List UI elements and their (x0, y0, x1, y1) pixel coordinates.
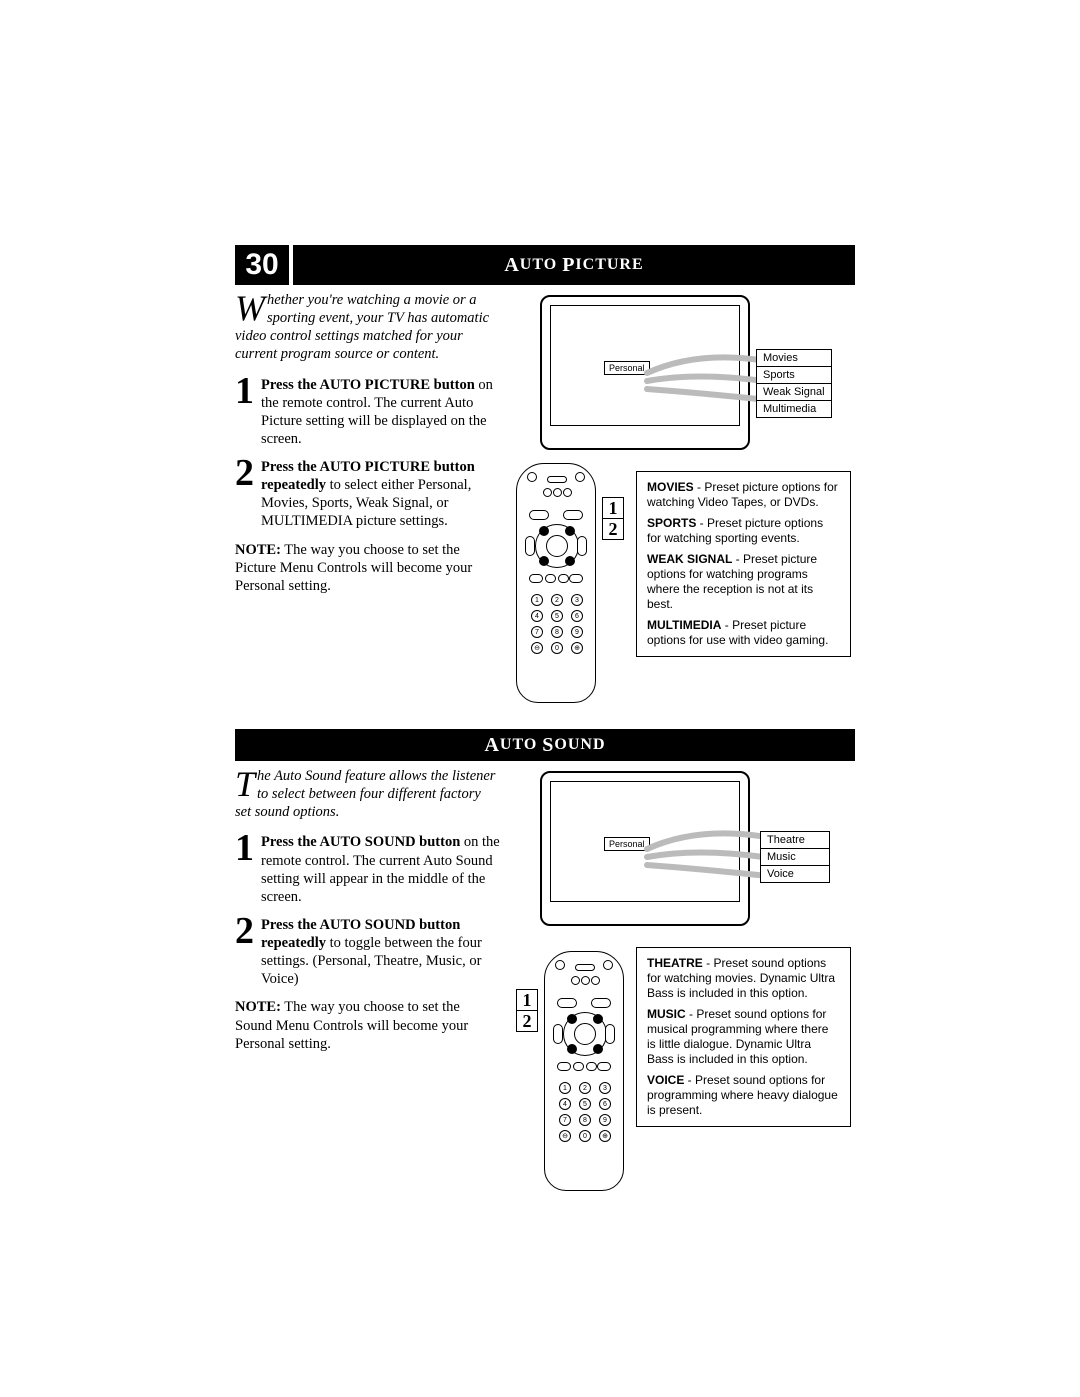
page-number: 30 (235, 245, 289, 285)
remote-button (575, 964, 595, 971)
remote-button (558, 574, 569, 583)
remote-button (557, 1062, 571, 1071)
option-theatre: Theatre (760, 831, 830, 849)
desc-music: MUSIC - Preset sound options for musical… (647, 1007, 840, 1067)
tv-illustration: Personal (540, 295, 750, 450)
auto-picture-graphics: Personal Movies Sports Weak Signal Multi… (510, 291, 855, 711)
option-music: Music (760, 848, 830, 866)
tv-illustration: Personal (540, 771, 750, 926)
remote-button (571, 976, 580, 985)
auto-picture-text: Whether you're watching a movie or a spo… (235, 291, 500, 711)
option-movies: Movies (756, 349, 832, 367)
remote-button (565, 556, 575, 566)
step-number: 1 (235, 833, 261, 906)
cursor-center (574, 1023, 596, 1045)
remote-button (543, 488, 552, 497)
desc-theatre: THEATRE - Preset sound options for watch… (647, 956, 840, 1001)
auto-sound-step-1: 1 Press the AUTO SOUND button on the rem… (235, 833, 500, 906)
remote-button (581, 976, 590, 985)
desc-sports: SPORTS - Preset picture options for watc… (647, 516, 840, 546)
remote-button (563, 488, 572, 497)
auto-picture-intro: Whether you're watching a movie or a spo… (235, 291, 500, 364)
remote-button (605, 1024, 615, 1044)
remote-button (539, 556, 549, 566)
remote-keypad: 1 2 3 4 5 6 7 8 9 ⊖ 0 ⊕ (559, 1082, 611, 1142)
auto-picture-step-1: 1 Press the AUTO PICTURE button on the r… (235, 376, 500, 449)
remote-button (553, 488, 562, 497)
remote-button (597, 1062, 611, 1071)
option-weak-signal: Weak Signal (756, 383, 832, 401)
remote-button (575, 472, 585, 482)
annotation-2: 2 (516, 1010, 538, 1032)
remote-button (565, 526, 575, 536)
remote-button (593, 1044, 603, 1054)
remote-button (527, 472, 537, 482)
title-auto-sound: AUTO SOUND (235, 729, 855, 761)
auto-sound-descriptions: THEATRE - Preset sound options for watch… (636, 947, 851, 1127)
header-auto-picture: 30 AUTO PICTURE (235, 245, 855, 285)
step-number: 2 (235, 916, 261, 989)
remote-button (591, 976, 600, 985)
header-auto-sound: AUTO SOUND (235, 729, 855, 761)
step-number: 1 (235, 376, 261, 449)
remote-keypad: 1 2 3 4 5 6 7 8 9 ⊖ 0 ⊕ (531, 594, 583, 654)
remote-button (557, 998, 577, 1008)
desc-multimedia: MULTIMEDIA - Preset picture options for … (647, 618, 840, 648)
title-auto-picture: AUTO PICTURE (293, 245, 855, 285)
auto-sound-options: Theatre Music Voice (760, 831, 830, 882)
remote-button (591, 998, 611, 1008)
remote-button (593, 1014, 603, 1024)
remote-button (563, 510, 583, 520)
remote-button (603, 960, 613, 970)
section-auto-sound: The Auto Sound feature allows the listen… (235, 767, 855, 1207)
annotation-1: 1 (516, 989, 538, 1011)
remote-button (529, 510, 549, 520)
remote-button (547, 476, 567, 483)
option-voice: Voice (760, 865, 830, 883)
auto-picture-note: NOTE: The way you choose to set the Pict… (235, 541, 500, 595)
auto-picture-step-2: 2 Press the AUTO PICTURE button repeated… (235, 458, 500, 531)
annotation-2: 2 (602, 518, 624, 540)
desc-weak-signal: WEAK SIGNAL - Preset picture options for… (647, 552, 840, 612)
auto-sound-text: The Auto Sound feature allows the listen… (235, 767, 500, 1207)
remote-button (529, 574, 543, 583)
remote-button (539, 526, 549, 536)
auto-sound-note: NOTE: The way you choose to set the Soun… (235, 998, 500, 1052)
desc-movies: MOVIES - Preset picture options for watc… (647, 480, 840, 510)
auto-sound-intro: The Auto Sound feature allows the listen… (235, 767, 500, 821)
option-sports: Sports (756, 366, 832, 384)
remote-button (567, 1044, 577, 1054)
remote-button (567, 1014, 577, 1024)
option-multimedia: Multimedia (756, 400, 832, 418)
auto-picture-options: Movies Sports Weak Signal Multimedia (756, 349, 832, 417)
remote-illustration: 1 2 3 4 5 6 7 8 9 ⊖ 0 ⊕ (544, 951, 624, 1191)
remote-button (545, 574, 556, 583)
remote-button (573, 1062, 584, 1071)
section-auto-picture: Whether you're watching a movie or a spo… (235, 291, 855, 711)
desc-voice: VOICE - Preset sound options for program… (647, 1073, 840, 1118)
auto-sound-step-2: 2 Press the AUTO SOUND button repeatedly… (235, 916, 500, 989)
remote-button (555, 960, 565, 970)
cursor-center (546, 535, 568, 557)
remote-button (569, 574, 583, 583)
step-number: 2 (235, 458, 261, 531)
remote-button (577, 536, 587, 556)
manual-page: 30 AUTO PICTURE Whether you're watching … (235, 245, 855, 1207)
remote-button (553, 1024, 563, 1044)
annotation-1: 1 (602, 497, 624, 519)
remote-button (525, 536, 535, 556)
auto-sound-graphics: Personal Theatre Music Voice (510, 767, 855, 1207)
auto-picture-descriptions: MOVIES - Preset picture options for watc… (636, 471, 851, 657)
remote-button (586, 1062, 597, 1071)
remote-illustration: 1 2 3 4 5 6 7 8 9 ⊖ 0 ⊕ (516, 463, 596, 703)
